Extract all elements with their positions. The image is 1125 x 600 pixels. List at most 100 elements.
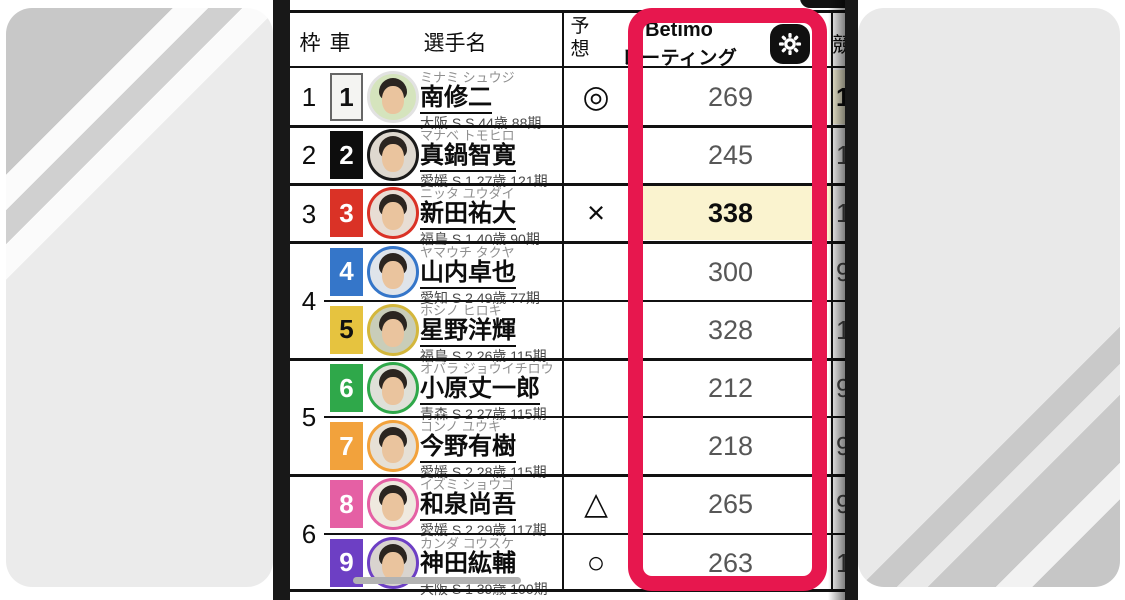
rider-row[interactable]: 2 マナベ トモヒロ 真鍋智寛 愛媛 S 1 27歳 121期 245 1 — [290, 126, 845, 189]
rider-name-link[interactable]: 今野有樹 — [420, 433, 516, 464]
waku-number: 2 — [301, 140, 317, 171]
betimo-rating-value: 269 — [707, 82, 754, 112]
rider-kana: オバラ ジョウイチロウ — [420, 361, 554, 376]
grid-line — [290, 66, 845, 68]
rider-photo[interactable] — [367, 420, 419, 473]
grid-line — [324, 416, 845, 419]
betimo-rating-value: 212 — [707, 373, 754, 403]
column-header-rating-label: レーティング — [621, 48, 738, 69]
car-number-badge: 2 — [330, 131, 363, 180]
car-number-badge: 1 — [330, 73, 363, 121]
grid-line — [290, 357, 845, 361]
betimo-rating-value: 265 — [707, 489, 754, 520]
car-number-badge: 5 — [330, 305, 363, 354]
race-card-table: 1 ミナミ シュウジ 南修二 大阪 S S 44歳 88期 ◎ 269 1 2 … — [290, 0, 845, 600]
waku-number: 3 — [301, 198, 317, 229]
rider-kana: ヤマウチ タクヤ — [420, 244, 515, 260]
background-stripes-right — [858, 8, 1120, 587]
rating-settings-button[interactable] — [770, 24, 810, 64]
screen-edge-bar-right — [845, 0, 858, 600]
waku-number: 4 — [301, 285, 317, 316]
car-number: 8 — [339, 488, 354, 519]
column-header-prediction: 予 想 — [565, 15, 595, 61]
column-header-betimo-brand: Betimo — [645, 19, 713, 41]
popup-partial — [800, 0, 845, 8]
rider-name-link[interactable]: 和泉尚吾 — [420, 491, 516, 522]
avatar-face — [382, 144, 404, 173]
avatar-face — [382, 493, 404, 522]
betimo-rating-value: 300 — [707, 256, 754, 287]
rider-name-link[interactable]: 真鍋智寛 — [420, 142, 516, 173]
car-number: 2 — [339, 139, 354, 170]
rider-name-link[interactable]: 新田祐大 — [420, 200, 516, 231]
rider-text-block: カンダ コウスケ 神田紘輔 大阪 S 1 39歳 100期 — [420, 536, 565, 597]
rider-kana: ニッタ ユウダイ — [420, 186, 515, 202]
rider-photo[interactable] — [367, 129, 419, 182]
car-number-badge: 7 — [330, 422, 363, 471]
rider-kana: カンダ コウスケ — [420, 535, 515, 551]
avatar-face — [382, 86, 404, 114]
betimo-rating-value: 263 — [707, 547, 754, 578]
car-number-badge: 4 — [330, 247, 363, 296]
car-number: 5 — [339, 314, 354, 345]
prediction-header-bottom: 想 — [570, 39, 590, 60]
column-header-waku: 枠 — [299, 32, 321, 55]
rider-row[interactable]: 1 ミナミ シュウジ 南修二 大阪 S S 44歳 88期 ◎ 269 1 — [290, 68, 845, 131]
rider-photo[interactable] — [367, 362, 419, 414]
rider-photo[interactable] — [367, 245, 419, 298]
rider-name-link[interactable]: 星野洋輝 — [420, 316, 516, 347]
betimo-rating-value: 245 — [707, 140, 754, 171]
waku-number: 6 — [301, 518, 317, 549]
rider-photo[interactable] — [367, 71, 419, 123]
rider-kana: イズミ ショウゴ — [420, 477, 515, 493]
rider-name-link[interactable]: 南修二 — [420, 84, 492, 114]
prediction-header-top: 予 — [570, 16, 590, 37]
prediction-mark: ○ — [586, 544, 606, 580]
car-number-badge: 6 — [330, 364, 363, 412]
prediction-mark: ◎ — [582, 79, 610, 114]
avatar-face — [382, 318, 404, 347]
prediction-mark: × — [586, 195, 606, 231]
waku-number: 1 — [301, 82, 317, 113]
car-number: 6 — [339, 372, 354, 403]
avatar-face — [382, 377, 404, 405]
grid-line — [290, 125, 845, 128]
rider-photo[interactable] — [367, 303, 419, 356]
rider-name-link[interactable]: 山内卓也 — [420, 258, 516, 289]
grid-line — [290, 183, 845, 186]
rider-kana: ミナミ シュウジ — [420, 70, 515, 85]
car-number-badge: 3 — [330, 189, 363, 238]
rider-photo[interactable] — [367, 187, 419, 240]
car-number: 3 — [339, 197, 354, 228]
horizontal-scrollbar-thumb[interactable] — [353, 577, 521, 584]
prediction-mark: △ — [584, 486, 608, 522]
rider-row[interactable]: 6 オバラ ジョウイチロウ 小原丈一郎 青森 S 2 27歳 115期 212 … — [290, 359, 845, 422]
column-header-car: 車 — [329, 32, 351, 55]
rider-name-link[interactable]: 小原丈一郎 — [420, 375, 540, 405]
betimo-rating-value: 338 — [707, 198, 754, 229]
grid-line — [290, 10, 845, 13]
rider-photo[interactable] — [367, 478, 419, 531]
grid-line — [290, 589, 845, 593]
grid-line — [324, 532, 845, 535]
screen-edge-shadow — [828, 0, 845, 600]
betimo-rating-value: 218 — [707, 431, 754, 462]
screen-edge-bar-left — [273, 0, 290, 600]
avatar-face — [382, 202, 404, 231]
car-number-badge: 9 — [330, 538, 363, 587]
rider-name-link[interactable]: 神田紘輔 — [420, 549, 516, 580]
rider-info: 大阪 S 1 39歳 100期 — [420, 581, 565, 597]
grid-line — [324, 299, 845, 302]
avatar-face — [382, 435, 404, 464]
rider-kana: ホシノ ヒロキ — [420, 302, 502, 318]
car-number: 9 — [339, 547, 354, 578]
rider-row[interactable]: 3 ニッタ ユウダイ 新田祐大 福島 S 1 40歳 90期 × 338 1 — [290, 184, 845, 247]
rider-row[interactable]: 4 ヤマウチ タクヤ 山内卓也 愛知 S 2 49歳 77期 300 9 — [290, 243, 845, 306]
column-header-name: 選手名 — [423, 32, 487, 55]
avatar-face — [382, 551, 404, 580]
background-stripes-left — [6, 8, 273, 587]
rider-kana: マナベ トモヒロ — [420, 128, 515, 144]
car-number: 7 — [339, 430, 354, 461]
